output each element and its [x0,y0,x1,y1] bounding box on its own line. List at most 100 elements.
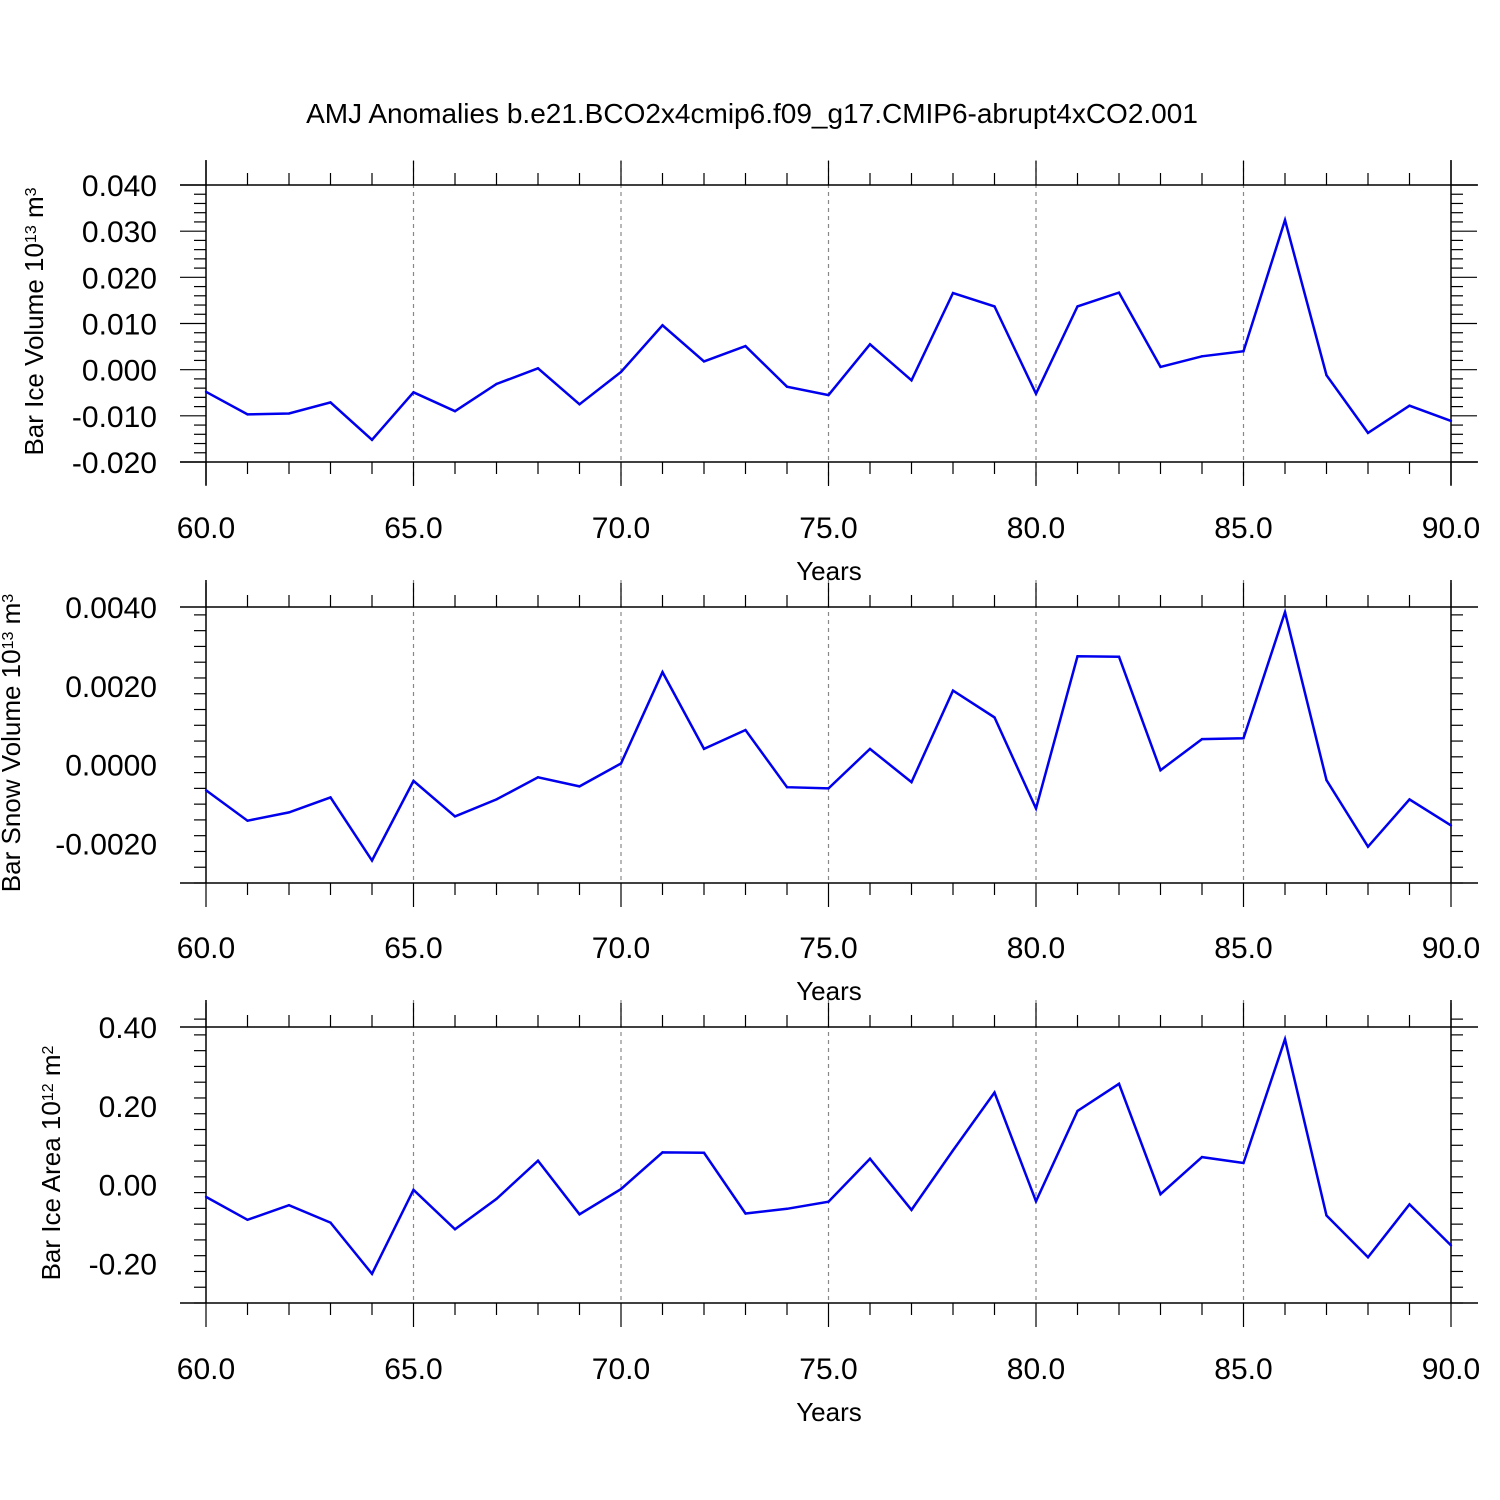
data-point [785,785,789,789]
data-point [1283,1038,1287,1041]
x-tick-label: 75.0 [799,932,857,965]
data-point [951,1149,955,1152]
data-point [453,410,457,413]
data-point [1242,350,1245,353]
data-point [868,747,872,751]
y-tick-label: 0.20 [99,1091,157,1124]
data-point [827,787,830,790]
data-point [661,1151,664,1154]
data-point [1159,365,1162,369]
chart-panel-1: -0.020 -0.010 0.000 0.010 0.020 0.030 0.040 60.… [19,160,1480,586]
y-tick-label: 0.0040 [65,592,157,625]
data-point [1034,807,1038,810]
data-point [1117,655,1121,658]
data-point [1366,431,1370,435]
y-tick-label: -0.20 [89,1249,157,1282]
data-point [1449,1244,1453,1247]
y-axis-label-superscript: 3 [23,187,40,196]
data-point [744,344,747,348]
x-tick-label: 80.0 [1007,512,1065,545]
x-tick-label: 85.0 [1214,512,1272,545]
data-point [536,367,540,370]
y-tick-label: 0.010 [82,309,157,342]
data-point [1449,824,1453,827]
x-tick-label: 75.0 [799,512,857,545]
data-point [370,859,374,862]
y-tick-label: 0.040 [82,170,157,203]
data-point [619,762,623,765]
data-point [1076,1109,1079,1113]
x-tick-label: 85.0 [1214,932,1272,965]
x-tick-label: 70.0 [592,512,650,545]
x-tick-label: 70.0 [592,1353,650,1386]
y-tick-label: 0.030 [82,216,157,249]
data-point [287,811,291,814]
y-tick-label: 0.020 [82,262,157,295]
data-point [370,1272,374,1276]
data-point [1283,610,1287,614]
data-point [702,1151,706,1154]
data-point [951,291,955,295]
x-tick-label: 90.0 [1422,1353,1480,1386]
data-point [204,390,208,394]
data-point [204,789,208,792]
y-axis-label-part: m [36,1054,66,1083]
x-tick-label: 80.0 [1007,1353,1065,1386]
y-axis-label-superscript: 13 [0,631,17,649]
data-point [661,670,664,674]
y-axis-label-part: m [0,603,26,632]
data-point [951,689,955,692]
y-axis-label-part: m [19,196,49,225]
data-point [1325,778,1328,782]
data-point [1200,1155,1204,1159]
data-point [1200,737,1204,741]
data-point [785,385,789,388]
data-point [412,1188,415,1192]
data-point [1408,404,1411,407]
chart-panel-2: -0.0020 0.0000 0.0020 0.0040 60.0 65.0 70.0 75.… [0,580,1480,1006]
data-point [1242,1161,1245,1165]
data-point [329,1221,332,1224]
data-point [246,413,249,416]
data-point [1076,305,1079,308]
data-point [1034,1200,1038,1203]
data-point [1117,291,1121,294]
data-point [1034,392,1038,395]
data-point [246,1218,249,1222]
y-tick-label: -0.020 [72,447,157,480]
data-point [412,391,415,394]
data-point [661,324,664,327]
data-point [1159,1192,1162,1196]
x-tick-label: 60.0 [177,1353,235,1386]
data-point [702,360,706,363]
x-tick-label: 90.0 [1422,512,1480,545]
data-point [453,1228,457,1231]
data-point [1242,737,1245,740]
data-point [702,747,706,751]
data-point [868,1157,872,1160]
data-point [1449,419,1453,423]
data-point [1366,1256,1370,1259]
x-axis-label: Years [796,1397,862,1427]
chart-title: AMJ Anomalies b.e21.BCO2x4cmip6.f09_g17.… [306,98,1198,129]
data-point [329,796,332,799]
x-tick-label: 80.0 [1007,932,1065,965]
data-point [1408,1203,1411,1206]
data-point [993,305,996,308]
data-point [578,785,581,788]
y-axis-label-part: Bar Ice Volume 10 [19,243,49,455]
x-tick-label: 75.0 [799,1353,857,1386]
data-point [412,779,415,783]
y-axis-label: Bar Ice Volume 1013 m3 [19,187,49,455]
data-point [495,1197,498,1201]
data-point [744,1212,747,1215]
y-axis-label: Bar Ice Area 1012 m2 [36,1045,66,1280]
y-axis-label: Bar Snow Volume 1013 m3 [0,594,26,893]
x-tick-label: 60.0 [177,512,235,545]
data-point [536,1159,540,1162]
y-axis-label-part: Bar Snow Volume 10 [0,649,26,892]
data-point [370,438,374,442]
y-tick-label: 0.0020 [65,671,157,704]
data-point [329,401,332,404]
